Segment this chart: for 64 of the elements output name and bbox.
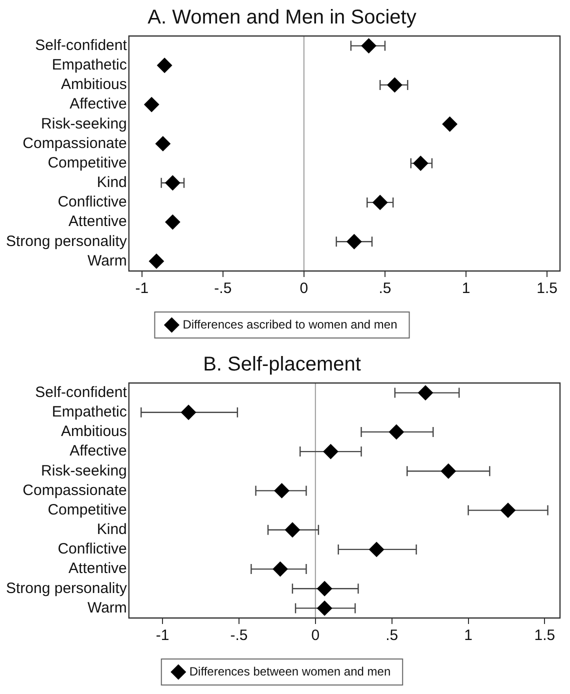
point	[372, 194, 388, 210]
y-tick-label: Self-confident	[35, 384, 128, 401]
y-tick-label: Risk-seeking	[41, 115, 127, 132]
y-tick-label: Risk-seeking	[41, 462, 127, 480]
y-tick-label: Competitive	[48, 501, 127, 518]
x-tick-label: .5	[386, 627, 398, 644]
y-tick-label: Conflictive	[58, 194, 127, 211]
y-tick-label: Warm	[87, 599, 127, 616]
point	[317, 581, 332, 596]
y-tick-label: Attentive	[68, 213, 127, 230]
point	[387, 77, 402, 92]
y-tick-label: Ambitious	[61, 423, 127, 440]
point	[369, 542, 384, 557]
x-tick-label: -1	[156, 627, 170, 644]
y-tick-label: Affective	[70, 96, 127, 113]
x-tick-label: 1	[464, 627, 472, 644]
y-tick-label: Kind	[96, 521, 127, 538]
x-tick-label: 0	[311, 627, 320, 644]
legend-label: Differences ascribed to women and men	[182, 317, 398, 332]
point	[148, 254, 164, 269]
point	[440, 464, 456, 479]
point	[274, 483, 290, 498]
point	[284, 522, 300, 538]
x-tick-label: 1	[462, 280, 470, 298]
point	[323, 444, 338, 460]
x-tick-label: -1	[135, 280, 149, 298]
point	[144, 97, 160, 112]
y-tick-label: Compassionate	[22, 482, 127, 499]
y-tick-label: Compassionate	[22, 134, 127, 152]
point	[157, 58, 172, 73]
point	[442, 116, 458, 132]
y-tick-label: Competitive	[48, 154, 127, 172]
y-tick-label: Attentive	[68, 560, 127, 578]
y-tick-label: Self-confident	[35, 36, 128, 54]
y-tick-label: Strong personality	[6, 232, 128, 250]
point	[413, 156, 428, 171]
point	[155, 136, 170, 152]
point	[165, 175, 180, 190]
x-tick-label: -.5	[214, 280, 232, 298]
y-tick-label: Conflictive	[58, 540, 127, 558]
y-tick-label: Empathetic	[52, 404, 128, 421]
point	[272, 562, 288, 577]
y-tick-label: Affective	[70, 442, 127, 460]
chart-title: B. Self-placement	[203, 354, 362, 376]
point	[346, 234, 362, 250]
point	[388, 424, 404, 440]
y-tick-label: Empathetic	[52, 56, 128, 74]
x-tick-label: -.5	[230, 627, 248, 644]
legend-label: Differences between women and men	[189, 664, 391, 678]
x-tick-label: 1.5	[536, 280, 558, 298]
point	[317, 600, 332, 616]
point	[418, 385, 433, 400]
y-tick-label: Ambitious	[61, 76, 127, 94]
x-tick-label: 0	[300, 280, 308, 298]
x-tick-label: 1.5	[534, 627, 556, 644]
point	[165, 214, 180, 230]
y-tick-label: Kind	[96, 174, 127, 192]
point	[500, 502, 516, 518]
y-tick-label: Strong personality	[6, 580, 128, 597]
chart-title: A. Women and Men in Society	[148, 6, 416, 29]
point	[361, 38, 376, 54]
x-tick-label: .5	[378, 280, 392, 298]
y-tick-label: Warm	[87, 252, 127, 270]
point	[181, 404, 196, 420]
